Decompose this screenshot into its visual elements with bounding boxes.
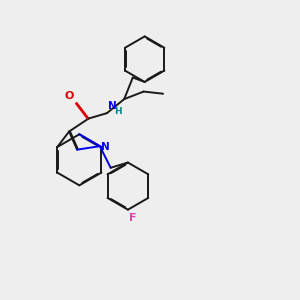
Text: H: H (114, 106, 122, 116)
Text: O: O (65, 92, 74, 101)
Text: F: F (130, 213, 137, 223)
Text: N: N (108, 101, 116, 111)
Text: N: N (101, 142, 110, 152)
